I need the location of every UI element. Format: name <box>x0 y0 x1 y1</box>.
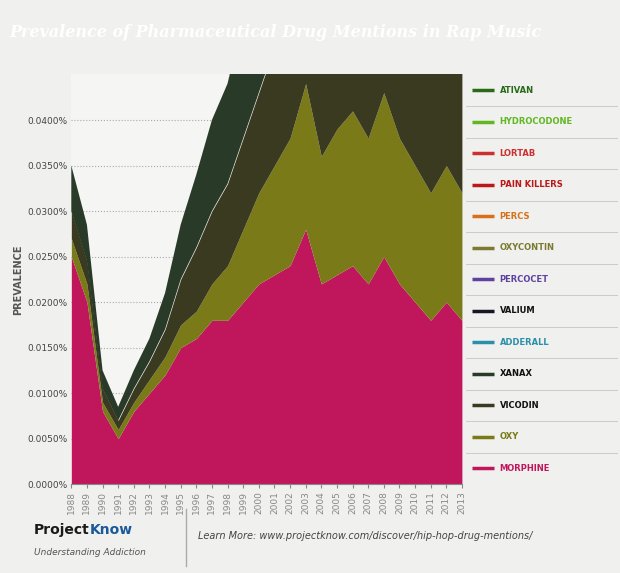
Text: MORPHINE: MORPHINE <box>500 464 550 473</box>
Text: VALIUM: VALIUM <box>500 307 535 315</box>
Text: VICODIN: VICODIN <box>500 401 539 410</box>
Y-axis label: PREVALENCE: PREVALENCE <box>14 244 24 315</box>
Text: LORTAB: LORTAB <box>500 149 536 158</box>
Text: Prevalence of Pharmaceutical Drug Mentions in Rap Music: Prevalence of Pharmaceutical Drug Mentio… <box>9 24 542 41</box>
Text: PAIN KILLERS: PAIN KILLERS <box>500 180 562 189</box>
Text: OXY: OXY <box>500 433 519 441</box>
Text: PERCOCET: PERCOCET <box>500 275 549 284</box>
Text: Project: Project <box>34 523 90 537</box>
Text: ADDERALL: ADDERALL <box>500 338 549 347</box>
Text: HYDROCODONE: HYDROCODONE <box>500 117 573 126</box>
Text: Know: Know <box>90 523 133 537</box>
Text: PERCS: PERCS <box>500 212 530 221</box>
Text: ATIVAN: ATIVAN <box>500 86 534 95</box>
Text: Learn More: www.projectknow.com/discover/hip-hop-drug-mentions/: Learn More: www.projectknow.com/discover… <box>198 531 533 541</box>
Text: OXYCONTIN: OXYCONTIN <box>500 244 555 252</box>
Text: Understanding Addiction: Understanding Addiction <box>34 548 146 558</box>
Text: XANAX: XANAX <box>500 370 533 378</box>
